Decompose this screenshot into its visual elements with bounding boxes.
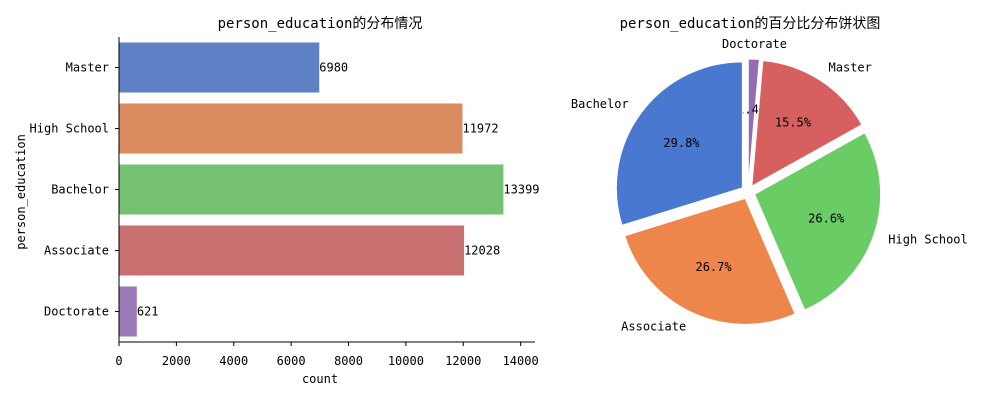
- bar-chart-title: person_education的分布情况: [218, 16, 423, 32]
- pie-pct-label: 26.6%: [808, 212, 845, 226]
- bar-y-tick-label: Master: [66, 61, 109, 75]
- bar-x-tick-label: 2000: [162, 354, 191, 368]
- pie-pct-label: 15.5%: [775, 116, 812, 130]
- bar-y-tick-label: Doctorate: [44, 305, 109, 319]
- bar-x-tick-label: 12000: [445, 354, 481, 368]
- bar-bachelor: [119, 164, 504, 215]
- bar-data-label: 621: [137, 305, 159, 319]
- bar-doctorate: [119, 286, 137, 337]
- pie-category-label: High School: [888, 233, 967, 247]
- bar-x-ticks: 0 2000 4000 6000 8000 10000 12000 14000: [115, 342, 539, 368]
- bar-x-tick-label: 14000: [503, 354, 539, 368]
- pie-chart-title: person_education的百分比分布饼状图: [620, 16, 881, 32]
- bar-data-label: 11972: [462, 122, 498, 136]
- bar-high-school: [119, 103, 463, 154]
- bar-x-axis-label: count: [302, 372, 338, 386]
- bar-chart: person_education的分布情况 Master 6980 High Sch…: [14, 16, 540, 386]
- bar-associate: [119, 225, 465, 276]
- pie-category-label: Associate: [621, 320, 686, 334]
- pie-category-label: Bachelor: [571, 97, 629, 111]
- bar-x-tick-label: 10000: [388, 354, 424, 368]
- bar-y-axis-label: person_education: [14, 134, 28, 250]
- bar-master: [119, 42, 320, 93]
- pie-slice-master: [751, 60, 863, 188]
- pie-pct-label: 26.7%: [695, 260, 732, 274]
- bar-x-tick-label: 0: [115, 354, 122, 368]
- bar-x-tick-label: 8000: [334, 354, 363, 368]
- pie-category-label: Master: [829, 61, 872, 75]
- pie-category-label: Doctorate: [722, 37, 787, 51]
- bar-x-tick-label: 4000: [219, 354, 248, 368]
- bar-y-tick-label: High School: [30, 122, 109, 136]
- bar-y-tick-label: Bachelor: [51, 183, 109, 197]
- pie-slice-associate: [624, 197, 796, 325]
- pie-slice-doctorate: [747, 58, 760, 186]
- bar-data-label: 6980: [319, 61, 348, 75]
- bar-y-tick-label: Associate: [44, 244, 109, 258]
- bar-data-label: 13399: [503, 183, 539, 197]
- pie-slice-high-school: [753, 132, 882, 311]
- pie-slice-bachelor: [615, 61, 743, 226]
- pie-chart: person_education的百分比分布饼状图 1.4%Doctorate1…: [571, 16, 968, 334]
- bar-chart-marks: Master 6980 High School 11972 Bachelor 13399 A…: [30, 42, 540, 337]
- bar-x-tick-label: 6000: [277, 354, 306, 368]
- bar-data-label: 12028: [464, 244, 500, 258]
- pie-pct-label: 29.8%: [663, 136, 700, 150]
